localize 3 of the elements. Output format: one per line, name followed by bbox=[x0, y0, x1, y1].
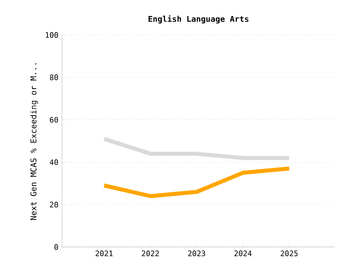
chart-title: English Language Arts bbox=[148, 15, 248, 24]
line-series bbox=[102, 166, 292, 198]
y-axis-title: Next Gen MCAS % Exceeding or M... bbox=[30, 63, 38, 220]
